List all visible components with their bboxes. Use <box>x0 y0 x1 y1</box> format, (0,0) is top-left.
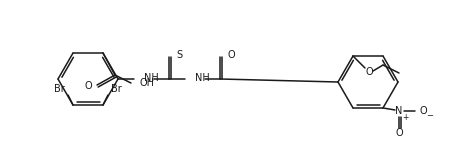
Text: O: O <box>395 128 403 138</box>
Text: NH: NH <box>144 73 159 83</box>
Text: S: S <box>176 50 182 60</box>
Text: OH: OH <box>140 78 155 88</box>
Text: N: N <box>395 106 402 116</box>
Text: O: O <box>420 106 428 116</box>
Text: O: O <box>365 67 373 77</box>
Text: Br: Br <box>111 84 122 94</box>
Text: O: O <box>227 50 234 60</box>
Text: Br: Br <box>54 84 65 94</box>
Text: +: + <box>402 113 408 122</box>
Text: O: O <box>84 81 92 91</box>
Text: NH: NH <box>195 73 210 83</box>
Text: −: − <box>426 112 433 121</box>
